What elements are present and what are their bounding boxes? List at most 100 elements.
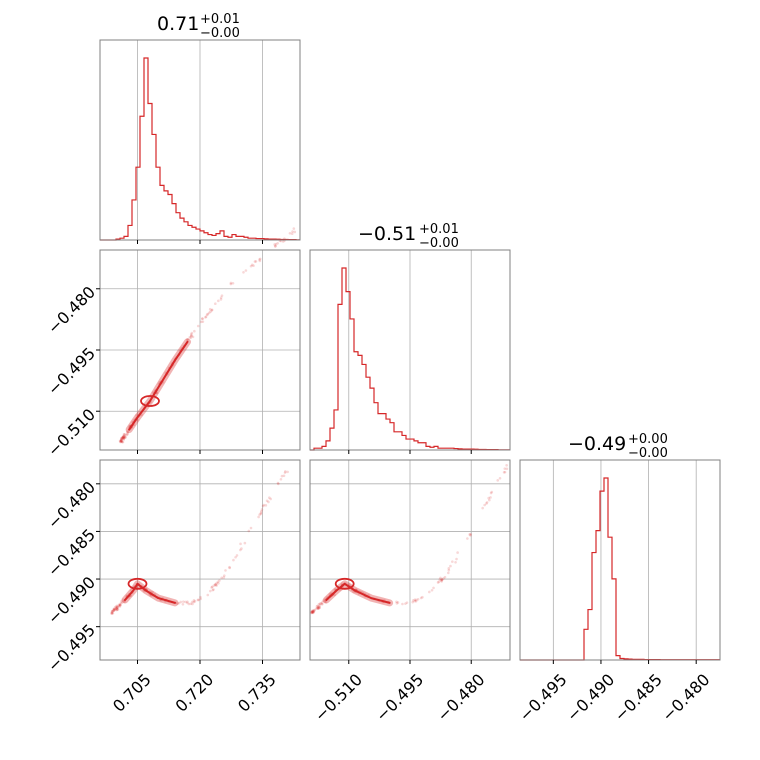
sample-point [276, 481, 280, 485]
sample-point [440, 580, 443, 583]
sample-point [116, 608, 120, 611]
sample-point [317, 605, 320, 609]
sample-point [235, 554, 239, 557]
sample-point [214, 302, 217, 306]
sample-point [219, 298, 223, 301]
sample-point [242, 271, 245, 274]
sample-point [413, 598, 417, 601]
sample-point [401, 602, 404, 606]
sample-point [485, 502, 488, 505]
sample-point [123, 436, 127, 439]
sample-point [496, 479, 500, 482]
sample-point [217, 299, 220, 303]
sample-point [190, 334, 193, 338]
sample-point [181, 603, 185, 606]
sample-point [124, 436, 127, 439]
sample-point [151, 590, 154, 594]
sample-point [239, 548, 242, 552]
sample-point [428, 590, 431, 594]
sample-point [191, 600, 194, 604]
sample-point [262, 503, 266, 507]
sample-point [120, 437, 124, 441]
y-tick-label: −0.510 [44, 405, 99, 460]
sample-point [122, 432, 126, 436]
sample-point [186, 601, 189, 605]
sample-point [119, 437, 123, 441]
sample-point [176, 602, 179, 605]
sample-point [188, 335, 192, 339]
sample-point [395, 600, 398, 604]
sample-point [121, 436, 124, 439]
sample-point [120, 440, 124, 443]
sample-point [311, 610, 315, 614]
sample-point [268, 496, 271, 500]
sample-point [113, 607, 116, 611]
x-tick-label: −0.485 [611, 670, 666, 725]
sample-point [258, 259, 262, 263]
sample-point [311, 611, 315, 615]
sample-point [210, 308, 214, 312]
scatter-panel-1-2 [310, 463, 509, 615]
y-tick-label: −0.480 [44, 282, 99, 337]
sample-point [122, 436, 126, 439]
y-tick-label: −0.495 [44, 344, 99, 399]
sample-point [115, 604, 119, 608]
sample-point [316, 607, 320, 610]
sample-point [315, 605, 319, 608]
x-tick-label: 0.735 [234, 670, 280, 716]
sample-point [312, 609, 315, 612]
sample-point [247, 529, 251, 533]
sample-point [320, 602, 324, 606]
sample-point [118, 439, 122, 443]
sample-point [317, 605, 321, 609]
sample-point [505, 467, 509, 471]
sample-point [260, 508, 264, 511]
sample-point [490, 490, 494, 494]
sample-point [291, 230, 294, 233]
sample-point [281, 240, 285, 243]
title-2-minus: −0.00 [628, 446, 668, 461]
x-tick-label: −0.495 [372, 670, 427, 725]
sample-point [310, 610, 314, 614]
contour-core [140, 395, 160, 407]
sample-point [228, 565, 231, 569]
sample-point [315, 606, 319, 610]
sample-point [120, 436, 123, 440]
sample-point [430, 588, 434, 592]
sample-point [115, 606, 119, 609]
sample-point [112, 608, 116, 612]
sample-point [122, 438, 125, 441]
title-0-value: 0.71 [157, 13, 199, 35]
sample-point [119, 439, 123, 442]
x-tick-label: −0.495 [515, 670, 570, 725]
sample-point [112, 607, 116, 611]
sample-point [260, 510, 263, 513]
sample-point [317, 606, 320, 609]
sample-point [112, 608, 115, 612]
sample-point [111, 609, 114, 613]
sample-point [177, 601, 181, 605]
sample-point [192, 599, 196, 602]
sample-point [273, 243, 276, 246]
sample-point [413, 599, 417, 603]
sample-point [186, 338, 190, 341]
sample-point [488, 498, 491, 502]
sample-point [115, 608, 119, 612]
sample-point [214, 583, 218, 586]
sample-point [437, 580, 441, 584]
sample-point [234, 555, 237, 559]
sample-point [310, 610, 314, 614]
sample-point [121, 435, 125, 439]
sample-point [123, 433, 127, 436]
sample-point [209, 310, 212, 313]
sample-point [114, 605, 118, 608]
title-0-plus: +0.01 [200, 12, 240, 27]
sample-point [455, 557, 458, 561]
sample-point [110, 611, 113, 615]
sample-point [240, 547, 243, 550]
sample-point [447, 567, 451, 570]
sample-point [274, 243, 278, 246]
sample-point [253, 260, 257, 263]
sample-point [218, 579, 221, 582]
sample-point [184, 600, 187, 604]
